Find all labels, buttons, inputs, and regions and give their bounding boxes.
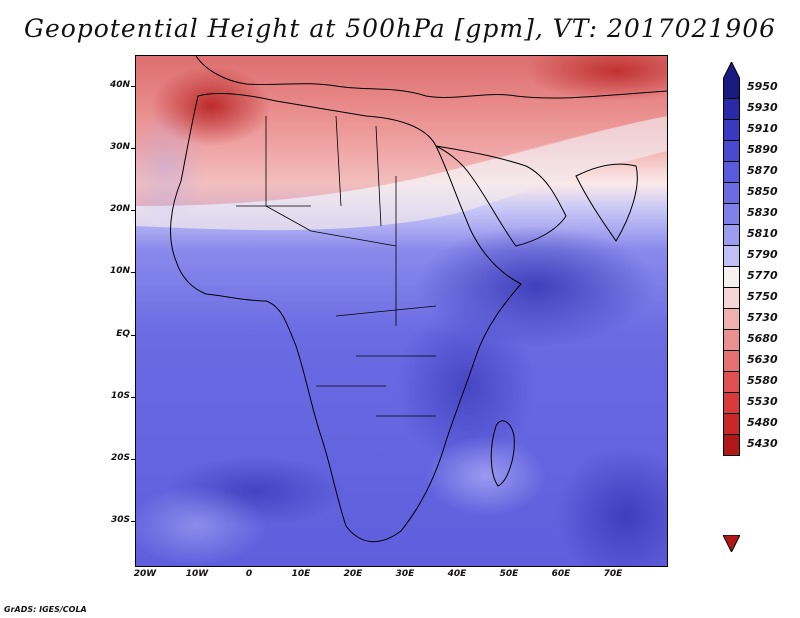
colorbar-cell bbox=[723, 225, 740, 246]
map-panel bbox=[135, 55, 668, 567]
colorbar-label: 5870 bbox=[747, 164, 778, 177]
lon-label-60e: 60E bbox=[551, 569, 571, 579]
colorbar-cell bbox=[723, 162, 740, 183]
colorbar-cell bbox=[723, 393, 740, 414]
colorbar-label: 5730 bbox=[747, 311, 778, 324]
colorbar-cell bbox=[723, 183, 740, 204]
colorbar-label: 5580 bbox=[747, 374, 778, 387]
lat-tick bbox=[131, 148, 136, 149]
colorbar-label: 5790 bbox=[747, 248, 778, 261]
colorbar-bottom-arrow bbox=[723, 535, 740, 552]
colorbar-cell bbox=[723, 435, 740, 456]
lat-label-40n: 40N bbox=[109, 80, 130, 90]
colorbar-label: 5530 bbox=[747, 395, 778, 408]
grads-credit: GrADS: IGES/COLA bbox=[4, 605, 87, 614]
lon-label-10w: 10W bbox=[185, 569, 209, 579]
lon-label-0: 0 bbox=[245, 569, 253, 579]
lon-label-40e: 40E bbox=[447, 569, 467, 579]
colorbar-cell bbox=[723, 414, 740, 435]
colorbar-cell bbox=[723, 351, 740, 372]
colorbar-label: 5810 bbox=[747, 227, 778, 240]
colorbar-cell bbox=[723, 141, 740, 162]
lat-label-10s: 10S bbox=[110, 391, 130, 401]
colorbar-cell bbox=[723, 204, 740, 225]
colorbar-cell bbox=[723, 309, 740, 330]
lat-tick bbox=[131, 459, 136, 460]
colorbar-cell bbox=[723, 267, 740, 288]
lat-tick bbox=[131, 335, 136, 336]
lon-label-10e: 10E bbox=[291, 569, 311, 579]
colorbar-label: 5830 bbox=[747, 206, 778, 219]
lat-label-20n: 20N bbox=[109, 204, 130, 214]
lat-label-eq: EQ bbox=[116, 329, 130, 339]
colorbar-label: 5770 bbox=[747, 269, 778, 282]
lat-tick bbox=[131, 521, 136, 522]
colorbar-label: 5430 bbox=[747, 437, 778, 450]
geopotential-field bbox=[136, 56, 667, 566]
lat-label-10n: 10N bbox=[109, 266, 130, 276]
colorbar-label: 5950 bbox=[747, 80, 778, 93]
colorbar-cell bbox=[723, 246, 740, 267]
colorbar-cell bbox=[723, 120, 740, 141]
lat-label-30n: 30N bbox=[109, 142, 130, 152]
colorbar-label: 5850 bbox=[747, 185, 778, 198]
chart-title: Geopotential Height at 500hPa [gpm], VT:… bbox=[23, 14, 777, 43]
colorbar-label: 5750 bbox=[747, 290, 778, 303]
colorbar-label: 5930 bbox=[747, 101, 778, 114]
colorbar-cell bbox=[723, 78, 740, 99]
colorbar-label: 5630 bbox=[747, 353, 778, 366]
lat-label-30s: 30S bbox=[110, 515, 130, 525]
lon-label-30e: 30E bbox=[395, 569, 415, 579]
lat-tick bbox=[131, 397, 136, 398]
colorbar-cell bbox=[723, 330, 740, 351]
colorbar-top-arrow bbox=[723, 62, 740, 79]
lat-label-20s: 20S bbox=[110, 453, 130, 463]
lat-tick bbox=[131, 272, 136, 273]
lon-label-50e: 50E bbox=[499, 569, 519, 579]
colorbar-cell bbox=[723, 288, 740, 309]
lon-label-70e: 70E bbox=[603, 569, 623, 579]
colorbar-cell bbox=[723, 372, 740, 393]
colorbar-label: 5680 bbox=[747, 332, 778, 345]
lat-tick bbox=[131, 210, 136, 211]
lon-label-20e: 20E bbox=[343, 569, 363, 579]
colorbar-label: 5480 bbox=[747, 416, 778, 429]
colorbar-cell bbox=[723, 99, 740, 120]
lat-tick bbox=[131, 86, 136, 87]
lon-label-20w: 20W bbox=[133, 569, 157, 579]
colorbar-label: 5890 bbox=[747, 143, 778, 156]
colorbar-label: 5910 bbox=[747, 122, 778, 135]
